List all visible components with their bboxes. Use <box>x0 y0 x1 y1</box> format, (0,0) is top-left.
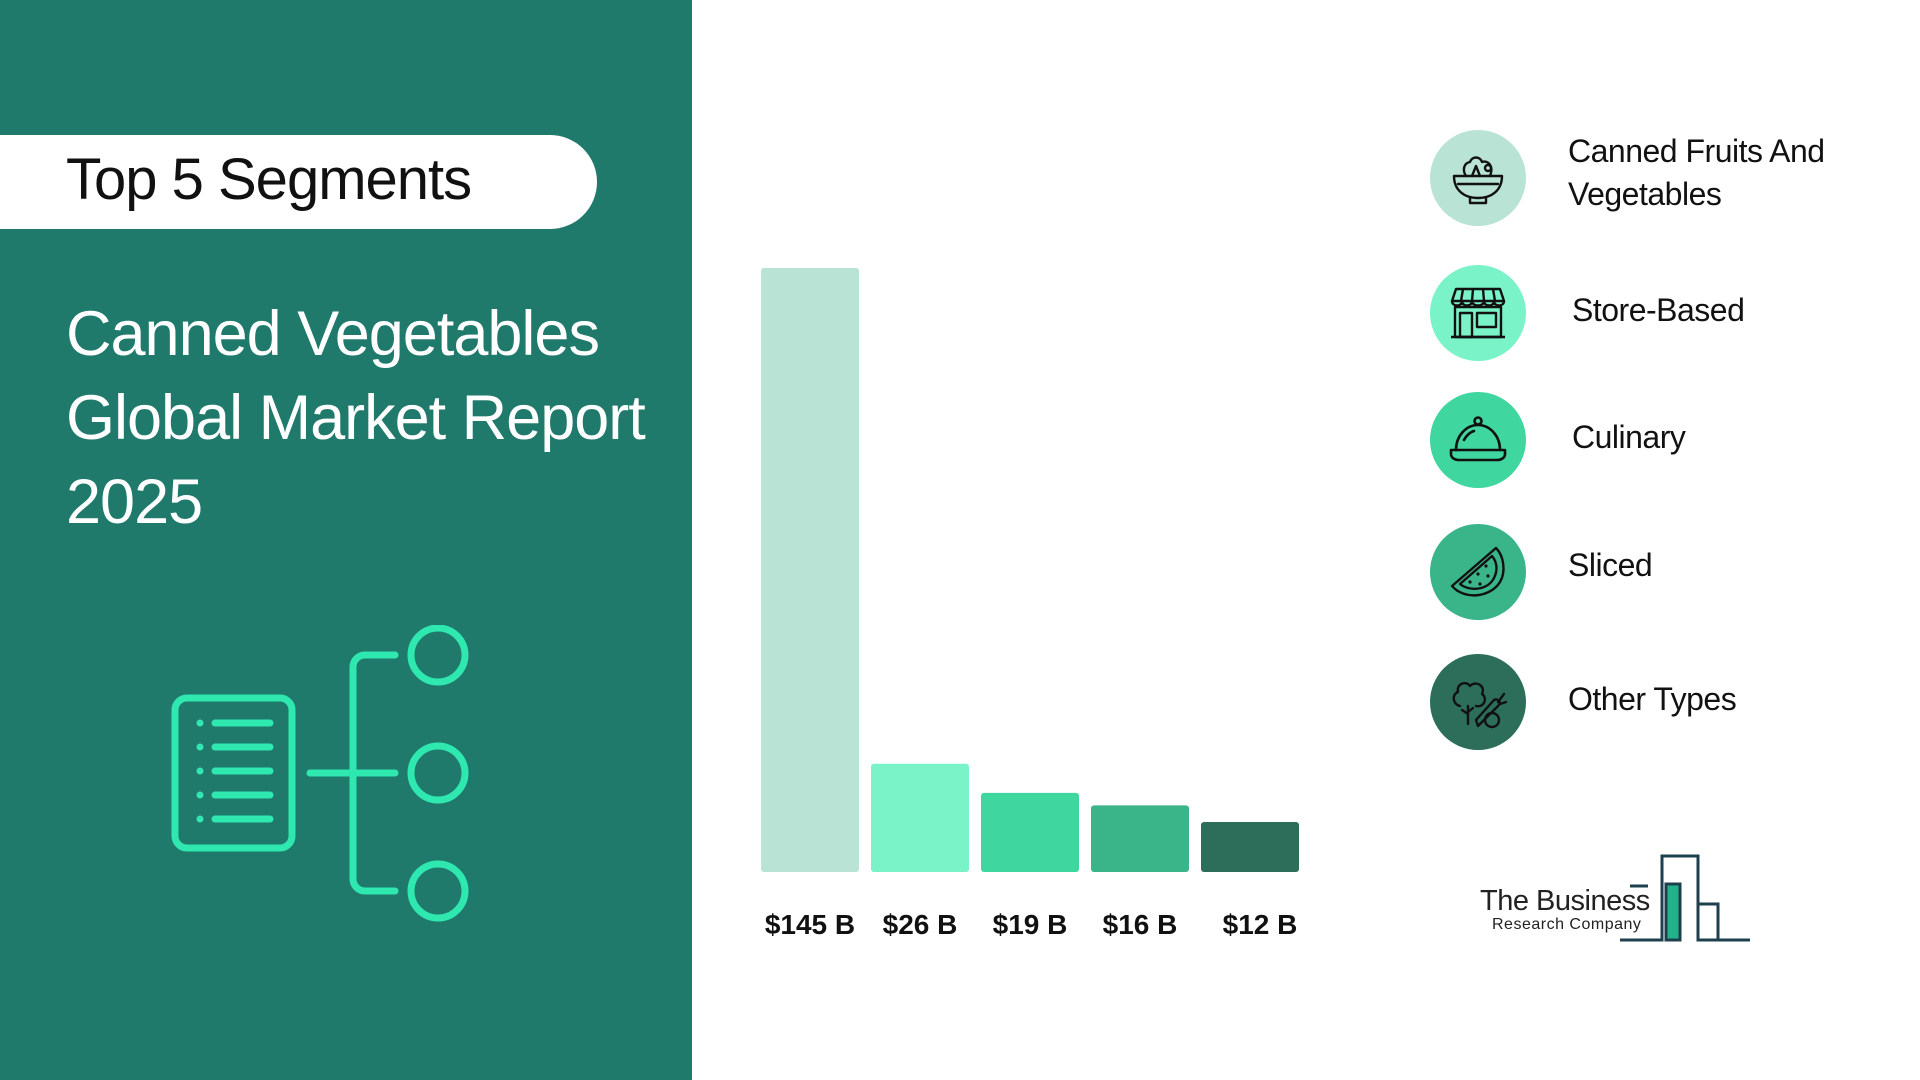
legend-circle <box>1430 524 1526 620</box>
bar-value-label-5: $12 B <box>1223 909 1298 940</box>
salad-bowl-icon <box>1452 156 1504 205</box>
food-cloche-icon <box>1449 416 1507 462</box>
bar-value-label-3: $19 B <box>993 909 1068 940</box>
segments-pill-label: Top 5 Segments <box>66 147 472 212</box>
legend-label: Store-Based <box>1572 292 1745 328</box>
legend-circle <box>1430 392 1526 488</box>
bar-2 <box>871 763 969 872</box>
legend-item-culinary: Culinary <box>1430 392 1850 488</box>
report-title-line-1: Canned Vegetables <box>66 299 600 369</box>
company-logo: The Business Research Company <box>1480 840 1800 950</box>
legend-item-store-based: Store-Based <box>1430 265 1850 361</box>
legend-item-other-types: Other Types <box>1430 654 1850 750</box>
legend-label: Canned Fruits And Vegetables <box>1568 133 1825 212</box>
logo-line-1: The Business <box>1480 885 1650 917</box>
bar-chart: $145 B $26 B $19 B $16 B $12 B <box>761 268 1299 940</box>
watermelon-slice-icon <box>1450 546 1505 597</box>
bar-3 <box>981 792 1079 872</box>
bar-1 <box>761 268 859 872</box>
legend-circle <box>1430 265 1526 361</box>
left-panel: Top 5 Segments Canned Vegetables Global … <box>0 0 692 1080</box>
logo-bars-icon <box>1620 854 1750 942</box>
bar-4 <box>1091 805 1189 872</box>
legend-circle <box>1430 130 1526 226</box>
vegetables-icon <box>1452 681 1508 729</box>
report-title: Canned Vegetables Global Market Report 2… <box>66 292 666 544</box>
legend-label: Sliced <box>1568 547 1653 583</box>
bar-value-label-4: $16 B <box>1103 909 1178 940</box>
segments-pill <box>0 135 597 229</box>
legend-label: Culinary <box>1572 419 1686 455</box>
legend-item-canned-fruits-and-vegetables: Canned Fruits And Vegetables <box>1430 130 1850 226</box>
bar-5 <box>1201 822 1299 872</box>
logo-line-2: Research Company <box>1492 916 1642 933</box>
report-title-line-2: Global Market Report <box>66 383 646 453</box>
legend-item-sliced: Sliced <box>1430 524 1850 620</box>
bar-value-label-1: $145 B <box>765 909 855 940</box>
bar-value-label-2: $26 B <box>883 909 958 940</box>
storefront-icon <box>1450 287 1506 339</box>
report-title-line-3: 2025 <box>66 467 203 537</box>
segment-tree-icon <box>171 625 469 922</box>
legend-label: Other Types <box>1568 681 1737 717</box>
legend-circle <box>1430 654 1526 750</box>
